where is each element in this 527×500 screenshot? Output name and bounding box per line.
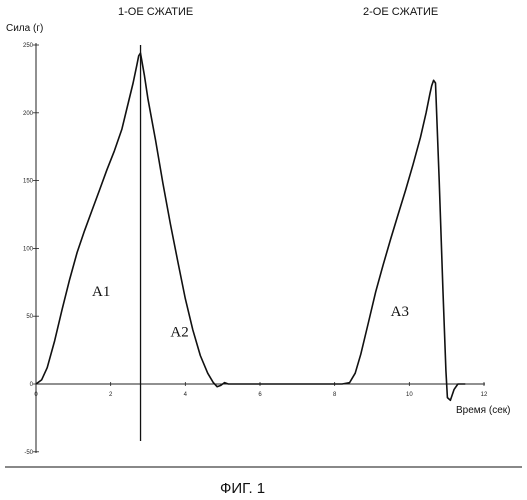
first-compression-header: 1-ОЕ СЖАТИЕ xyxy=(118,6,193,18)
y-tick-label: 200 xyxy=(23,111,34,117)
y-axis-label: Сила (г) xyxy=(6,23,43,34)
x-tick-label: 4 xyxy=(184,392,188,398)
x-tick-label: 0 xyxy=(34,392,38,398)
x-axis-label: Время (сек) xyxy=(456,405,510,416)
y-tick-label: 50 xyxy=(26,314,33,320)
x-tick-label: 10 xyxy=(406,392,413,398)
second-compression-header: 2-ОЕ СЖАТИЕ xyxy=(363,6,438,18)
y-tick-label: -50 xyxy=(24,450,33,456)
y-tick-label: 100 xyxy=(23,246,34,252)
force-curve xyxy=(36,53,465,400)
x-tick-label: 8 xyxy=(333,392,337,398)
x-tick-label: 12 xyxy=(481,392,488,398)
region-label-a3: A3 xyxy=(391,304,409,320)
y-tick-label: 250 xyxy=(23,43,34,49)
region-label-a1: A1 xyxy=(92,284,110,300)
y-tick-label: 0 xyxy=(30,382,34,388)
figure-label: ФИГ. 1 xyxy=(220,480,265,497)
region-label-group: A1 A2 A3 xyxy=(92,284,409,341)
x-tick-label: 2 xyxy=(109,392,113,398)
x-tick-label: 6 xyxy=(258,392,262,398)
region-label-a2: A2 xyxy=(170,325,188,341)
y-tick-label: 150 xyxy=(23,179,34,185)
